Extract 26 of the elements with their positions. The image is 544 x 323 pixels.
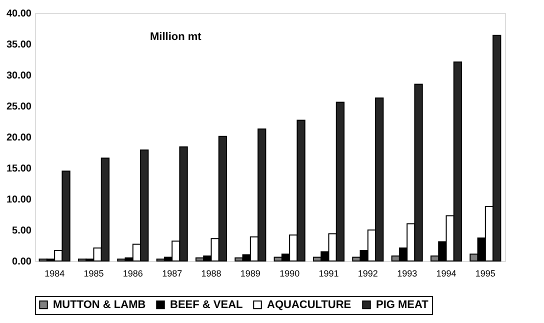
y-tick-label: 10.00 bbox=[6, 194, 32, 206]
y-tick-label: 15.00 bbox=[6, 164, 32, 174]
x-tick-label: 1989 bbox=[240, 268, 260, 278]
x-tick-label: 1984 bbox=[44, 268, 65, 278]
y-tick-label: 30.00 bbox=[6, 70, 32, 82]
x-tick-label: 1991 bbox=[318, 268, 339, 278]
x-tick-label: 1993 bbox=[397, 268, 418, 278]
x-tick-label: 1992 bbox=[358, 268, 378, 278]
legend-label: MUTTON & LAMB bbox=[53, 298, 146, 311]
x-tick-label: 1995 bbox=[475, 268, 496, 278]
legend-label: BEEF & VEAL bbox=[170, 298, 244, 311]
x-tick-label: 1988 bbox=[201, 268, 222, 278]
x-tick-label: 1986 bbox=[122, 268, 143, 278]
annotation: Million mt bbox=[150, 31, 202, 43]
x-tick-label: 1985 bbox=[84, 268, 104, 278]
y-tick-label: 25.00 bbox=[6, 102, 32, 112]
x-tick-label: 1994 bbox=[436, 268, 456, 278]
x-tick-label: 1990 bbox=[280, 268, 300, 278]
y-tick-label: 40.00 bbox=[6, 8, 32, 20]
y-tick-label: 35.00 bbox=[6, 40, 32, 50]
x-tick-label: 1987 bbox=[162, 268, 182, 278]
legend-label: AQUACULTURE bbox=[267, 298, 352, 311]
y-tick-label: 5.00 bbox=[12, 226, 32, 236]
y-tick-label: 0.00 bbox=[12, 256, 32, 268]
legend-label: PIG MEAT bbox=[376, 298, 429, 311]
y-tick-label: 20.00 bbox=[6, 132, 32, 144]
